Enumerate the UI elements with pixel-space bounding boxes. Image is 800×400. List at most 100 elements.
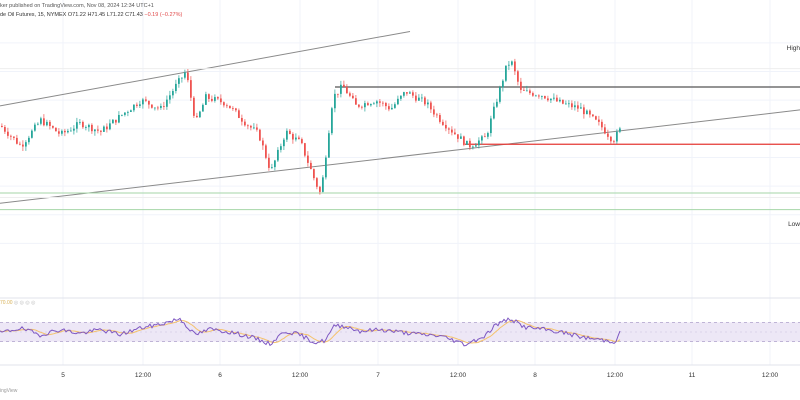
candle-body	[256, 127, 258, 130]
candle-body	[607, 133, 609, 137]
candle-body	[502, 80, 504, 88]
candle-body	[448, 128, 450, 130]
candle-body	[37, 123, 39, 125]
candle-body	[139, 104, 141, 106]
x-tick-label: 8	[533, 372, 537, 379]
candle-126	[379, 98, 381, 107]
candle-body	[163, 105, 165, 107]
candle-body	[226, 105, 228, 107]
candle-59	[178, 75, 180, 88]
candle-body	[193, 97, 195, 116]
candle-172	[517, 69, 519, 86]
candle-102	[307, 151, 309, 167]
candle-3	[10, 134, 12, 141]
candle-103	[310, 160, 312, 170]
candle-18	[55, 127, 57, 132]
candle-body	[151, 104, 153, 108]
candle-body	[535, 95, 537, 97]
candle-body	[316, 178, 318, 187]
candle-174	[523, 87, 525, 91]
candle-53	[160, 103, 162, 110]
candle-151	[454, 128, 456, 135]
candle-body	[598, 119, 600, 122]
candle-body	[274, 160, 276, 168]
candle-body	[160, 105, 162, 108]
candle-body	[223, 102, 225, 106]
candle-body	[310, 162, 312, 170]
candle-122	[367, 101, 369, 106]
candle-body	[487, 133, 489, 137]
candle-body	[604, 127, 606, 134]
candle-25	[76, 117, 78, 133]
candle-29	[88, 123, 90, 132]
candle-26	[79, 119, 81, 125]
candle-body	[67, 130, 69, 133]
candle-body	[355, 98, 357, 105]
candle-98	[295, 133, 297, 142]
x-tick-label: 6	[218, 372, 222, 379]
candle-72	[217, 96, 219, 101]
high-level-label: High	[786, 45, 800, 52]
candle-4	[13, 136, 15, 141]
candle-body	[619, 128, 621, 132]
candle-90	[271, 163, 273, 170]
candle-body	[298, 137, 300, 140]
candle-body	[496, 101, 498, 107]
candle-145	[436, 112, 438, 118]
candle-41	[124, 112, 126, 117]
candle-153	[460, 133, 462, 139]
candle-body	[421, 97, 423, 99]
candle-body	[580, 107, 582, 109]
candle-body	[145, 99, 147, 101]
candle-12	[37, 122, 39, 126]
candle-body	[220, 98, 222, 103]
candle-67	[202, 103, 204, 112]
candle-106	[319, 185, 321, 195]
candle-body	[43, 118, 45, 126]
candle-39	[118, 111, 120, 124]
candle-body	[334, 93, 336, 109]
candle-body	[241, 117, 243, 122]
rsi-line	[0, 317, 621, 347]
candle-179	[538, 94, 540, 99]
candle-45	[136, 102, 138, 108]
candle-body	[574, 105, 576, 108]
candle-167	[502, 79, 504, 92]
candle-175	[526, 85, 528, 92]
candle-body	[478, 140, 480, 146]
candle-body	[115, 119, 117, 123]
candle-body	[4, 127, 6, 132]
candle-body	[121, 114, 123, 116]
candle-body	[118, 114, 120, 123]
candle-body	[508, 64, 510, 66]
candle-189	[568, 100, 570, 108]
candle-143	[430, 100, 432, 113]
candle-body	[442, 121, 444, 125]
candle-108	[325, 155, 327, 180]
candle-body	[106, 126, 108, 130]
candle-40	[121, 114, 123, 117]
candle-body	[49, 121, 51, 126]
candle-57	[172, 88, 174, 99]
candle-body	[340, 84, 342, 94]
candle-body	[484, 136, 486, 138]
candle-body	[286, 130, 288, 140]
rsi-pane	[0, 317, 800, 347]
candle-165	[496, 98, 498, 109]
candle-166	[499, 85, 501, 104]
candle-body	[538, 95, 540, 97]
candle-body	[394, 104, 396, 108]
candle-92	[277, 147, 279, 163]
candle-body	[367, 103, 369, 106]
candle-body	[301, 139, 303, 144]
candle-body	[511, 61, 513, 65]
candle-107	[322, 175, 324, 193]
candle-body	[214, 97, 216, 101]
candle-body	[364, 103, 366, 108]
candle-168	[505, 65, 507, 83]
candle-93	[280, 143, 282, 153]
chart-grid	[0, 0, 800, 366]
candle-91	[274, 159, 276, 171]
candle-body	[571, 103, 573, 108]
